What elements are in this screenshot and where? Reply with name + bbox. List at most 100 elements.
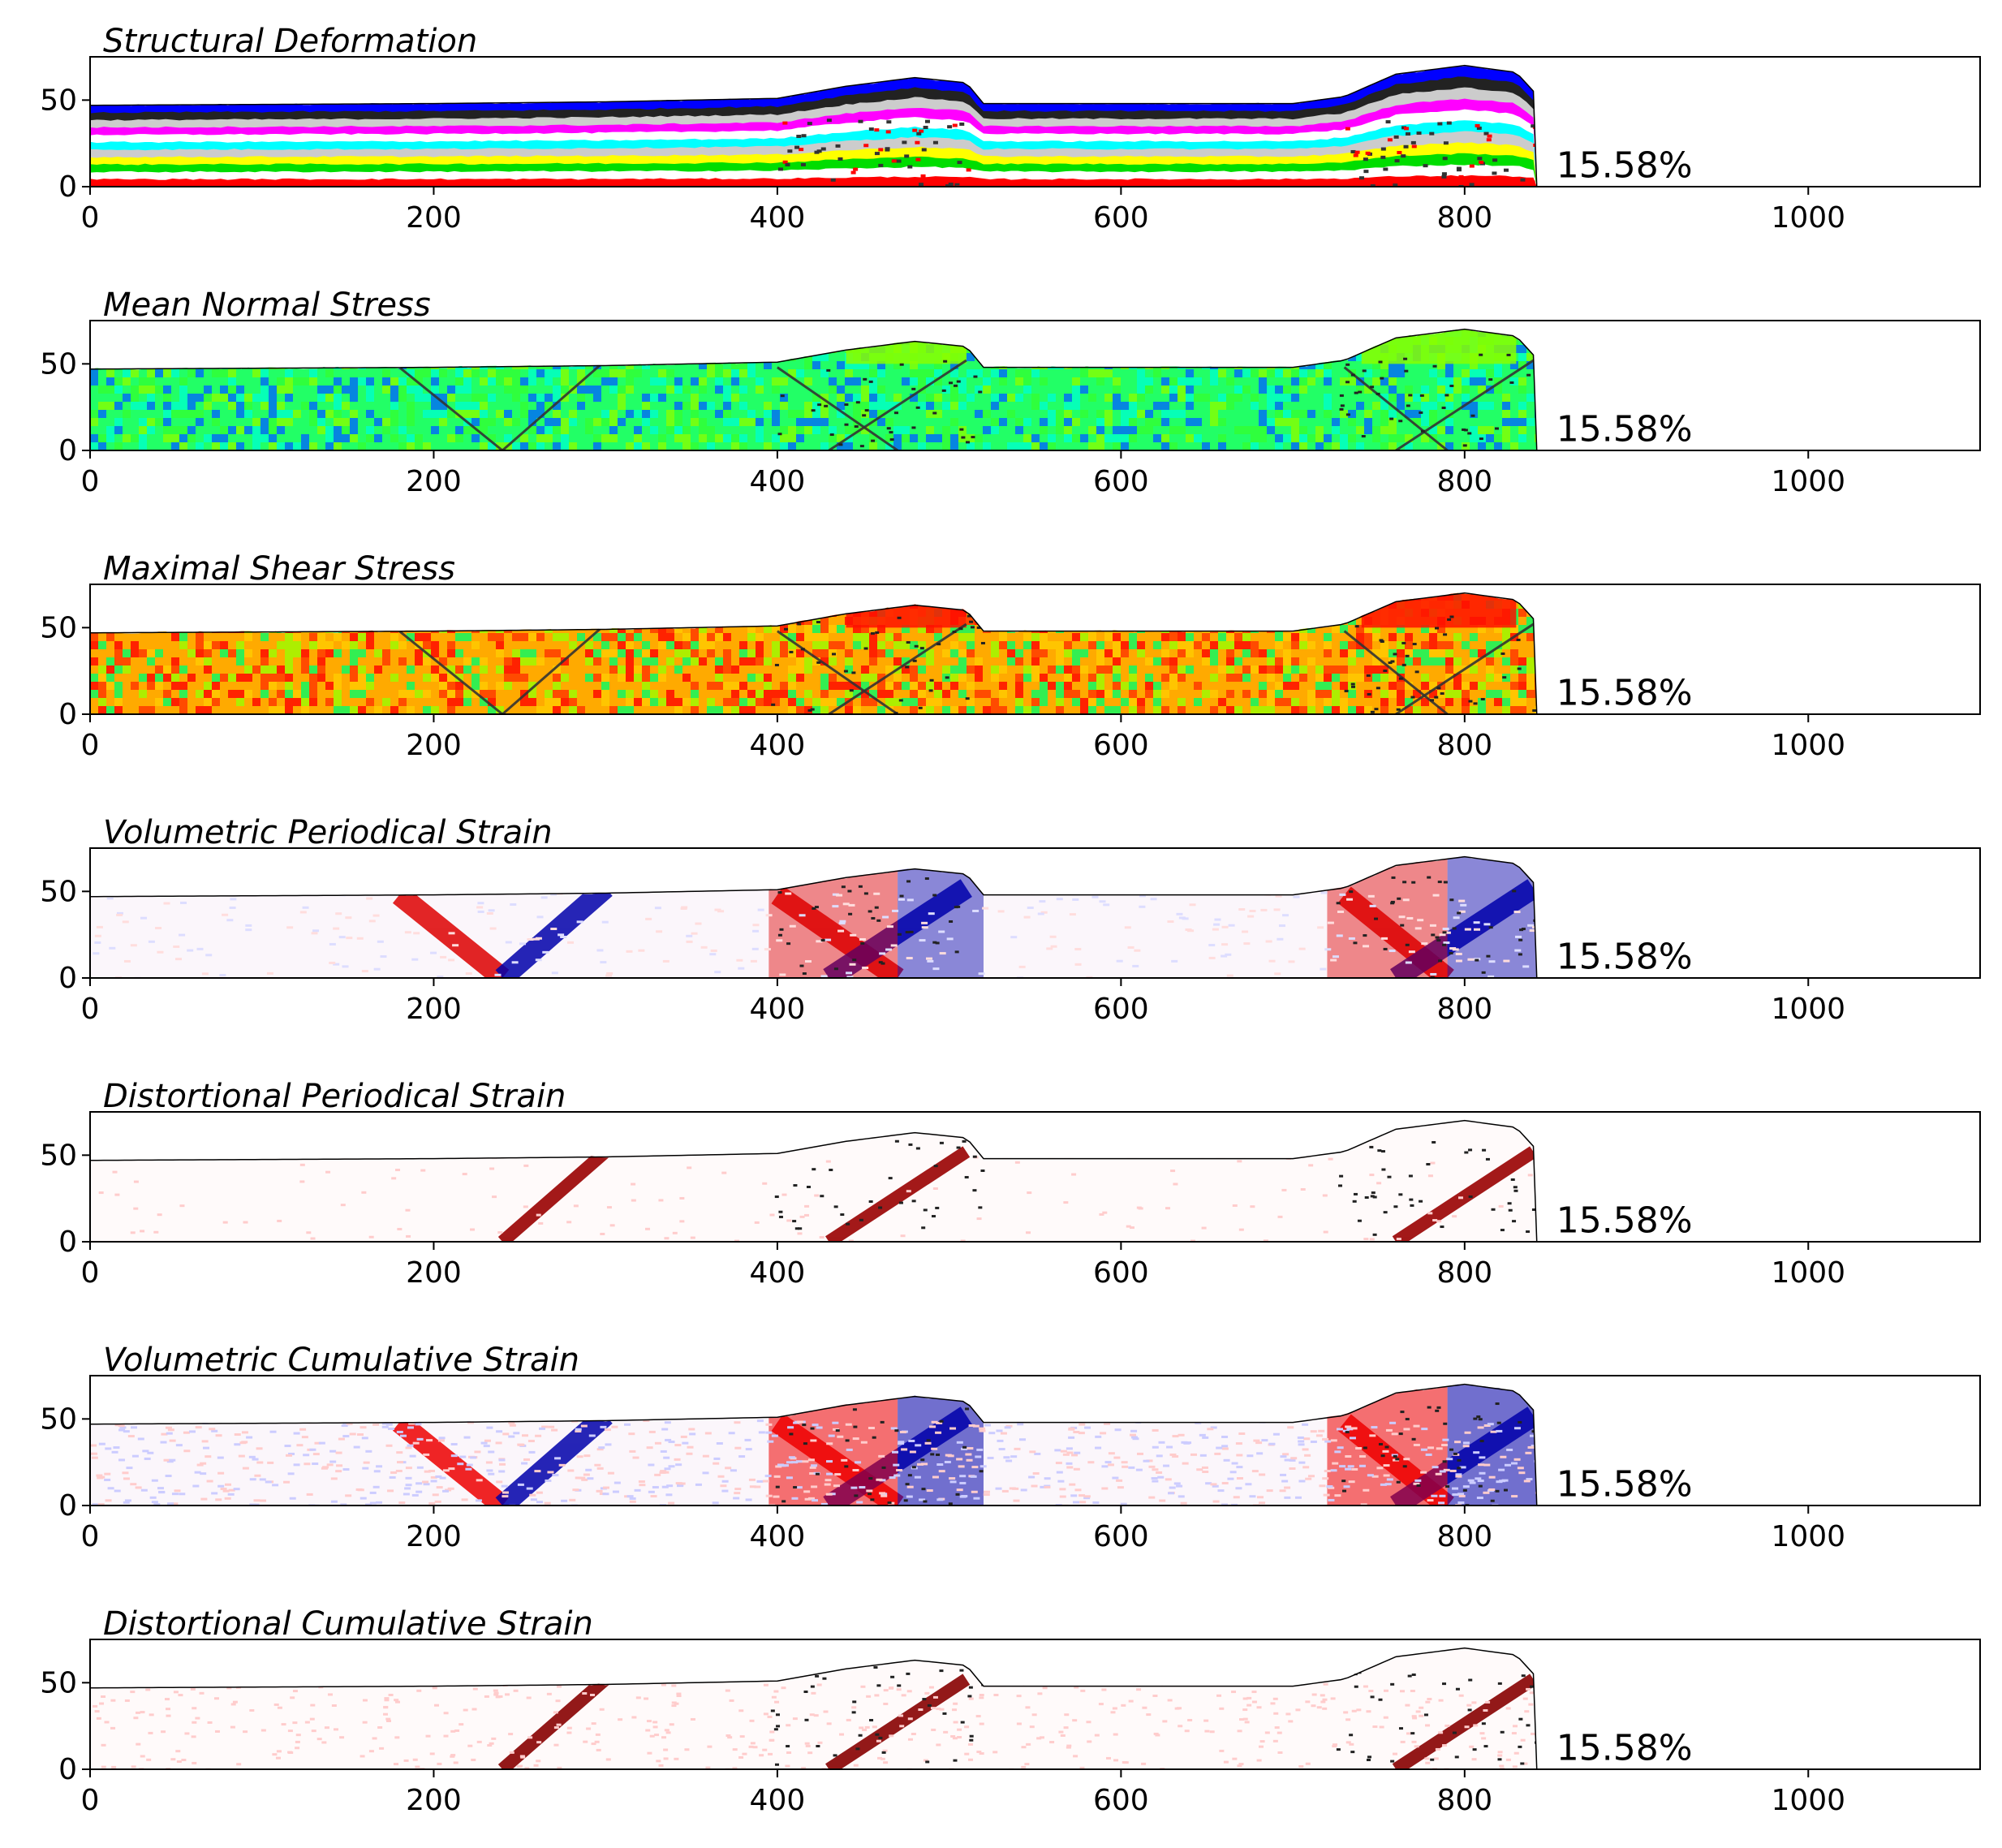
fault-speck	[1393, 1205, 1398, 1208]
x-tick-label: 800	[1436, 1256, 1492, 1290]
fault-speck	[1381, 1168, 1386, 1171]
fault-speck	[849, 689, 854, 692]
fault-speck	[1506, 353, 1511, 356]
fault-speck	[1518, 953, 1522, 956]
fault-speck	[782, 121, 788, 125]
fault-speck	[897, 616, 902, 619]
fault-speck	[1468, 1195, 1473, 1199]
fault-speck	[1398, 1727, 1403, 1730]
fault-speck	[1385, 120, 1391, 124]
fault-speck	[876, 1684, 881, 1687]
shear-band	[825, 1146, 971, 1242]
fault-speck	[1478, 1418, 1483, 1421]
fault-speck	[954, 183, 960, 187]
fault-speck	[921, 1488, 926, 1491]
fault-speck	[897, 1684, 902, 1687]
fault-speck	[1435, 1409, 1440, 1412]
fault-speck	[1371, 1191, 1376, 1195]
fault-speck	[1380, 1150, 1385, 1153]
fault-speck	[1339, 407, 1344, 411]
y-tick-label: 0	[58, 1753, 77, 1786]
fault-speck	[1398, 677, 1403, 680]
fault-speck	[1398, 1193, 1403, 1196]
fault-speck	[1507, 1202, 1512, 1205]
fault-speck	[807, 874, 812, 877]
fault-speck	[1370, 1695, 1375, 1699]
fault-speck	[971, 436, 975, 439]
fault-speck	[1462, 444, 1467, 447]
fault-speck	[1353, 941, 1358, 945]
fault-speck	[1390, 660, 1395, 663]
fault-speck	[1378, 1698, 1383, 1701]
fault-speck	[1401, 663, 1406, 666]
fault-speck	[1403, 127, 1409, 131]
fault-speck	[1419, 394, 1424, 397]
fault-speck	[1442, 1460, 1447, 1463]
fault-speck	[1411, 1674, 1416, 1677]
fault-speck	[1363, 170, 1369, 174]
fault-speck	[1434, 627, 1439, 630]
fault-speck	[1383, 167, 1388, 171]
fault-speck	[803, 1690, 808, 1693]
fault-speck	[1367, 1755, 1372, 1759]
fault-speck	[1354, 625, 1359, 628]
fault-speck	[967, 614, 971, 618]
fault-speck	[852, 958, 857, 962]
fault-speck	[1423, 164, 1428, 168]
heatmap-field	[90, 1121, 1537, 1242]
fault-speck	[1479, 160, 1484, 164]
fault-speck	[953, 384, 958, 387]
fault-speck	[858, 1734, 863, 1737]
fault-speck	[1345, 127, 1350, 131]
fault-speck	[932, 411, 937, 415]
fault-speck	[1416, 1484, 1421, 1487]
fault-speck	[1458, 184, 1464, 187]
fault-speck	[777, 933, 782, 937]
shear-band	[398, 366, 504, 450]
fault-speck	[1416, 131, 1422, 136]
shear-band	[495, 1407, 613, 1506]
fault-speck	[908, 1143, 913, 1146]
shear-band	[1392, 1146, 1537, 1242]
fault-speck	[1520, 178, 1526, 182]
fault-speck	[802, 1424, 807, 1427]
shear-band	[1395, 359, 1535, 450]
fault-speck	[1423, 1713, 1428, 1717]
fault-speck	[826, 368, 831, 372]
fault-speck	[874, 152, 880, 156]
fault-speck	[793, 1184, 798, 1187]
fault-speck	[1391, 876, 1396, 879]
fault-speck	[1441, 407, 1446, 410]
fault-speck	[956, 1146, 961, 1149]
fault-speck	[777, 167, 783, 171]
fault-speck	[957, 161, 962, 165]
y-tick-label: 0	[58, 170, 77, 204]
fault-speck	[1442, 943, 1447, 946]
fault-speck	[1358, 390, 1363, 394]
fault-speck	[1436, 687, 1441, 690]
y-tick-label: 50	[40, 84, 77, 117]
fault-speck	[1449, 615, 1454, 618]
fault-speck	[1464, 1151, 1469, 1154]
fault-speck	[1370, 184, 1376, 187]
fault-speck	[1469, 183, 1475, 187]
fault-speck	[852, 1700, 857, 1704]
fault-speck	[889, 438, 894, 442]
fault-speck	[1518, 1420, 1522, 1424]
fault-speck	[1475, 958, 1479, 962]
fault-speck	[1521, 928, 1526, 931]
fault-speck	[1442, 1682, 1447, 1686]
panel-3: Maximal Shear Stress 0 200 400 600 800 1000 0 50…	[40, 550, 1981, 762]
fault-speck	[933, 1165, 938, 1168]
fault-speck	[918, 706, 923, 709]
fault-speck	[1387, 138, 1393, 142]
fault-speck	[853, 1425, 858, 1428]
fault-speck	[1443, 881, 1448, 884]
fault-speck	[1350, 149, 1356, 153]
fault-speck	[966, 168, 971, 172]
fault-speck	[1452, 927, 1457, 930]
fault-speck	[1526, 373, 1531, 377]
fault-speck	[1396, 708, 1401, 711]
fault-speck	[770, 1709, 775, 1712]
fault-speck	[1411, 144, 1417, 149]
